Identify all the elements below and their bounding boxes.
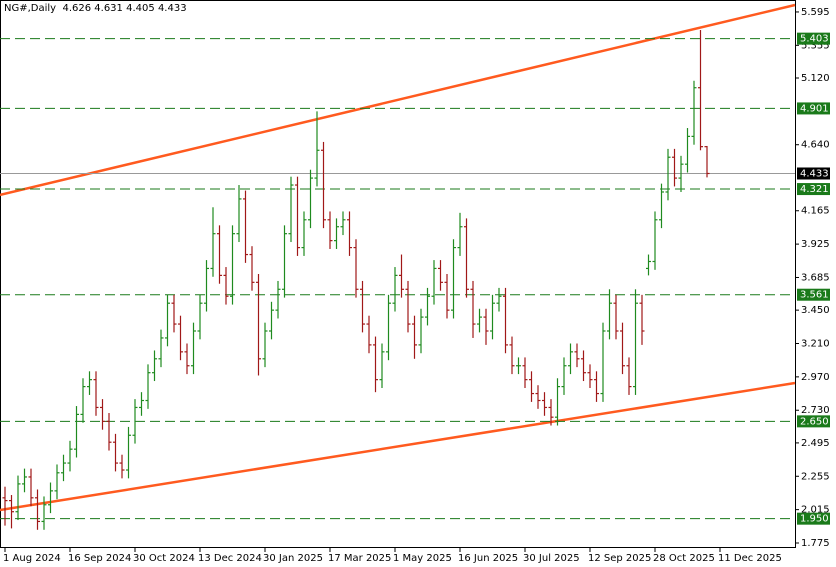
level-label-box: [797, 288, 830, 301]
level-label: 2.650: [800, 416, 829, 427]
level-label: 4.901: [800, 103, 829, 114]
x-tick-label: 30 Oct 2024: [133, 553, 195, 564]
y-tick-label: 2.255: [801, 471, 830, 482]
y-tick-label: 5.355: [801, 40, 830, 51]
level-label-box: [797, 102, 830, 115]
x-tick-label: 11 Dec 2025: [718, 553, 782, 564]
y-tick-label: 3.450: [801, 305, 830, 316]
x-tick-label: 16 Sep 2024: [68, 553, 131, 564]
y-tick-label: 2.015: [801, 505, 830, 516]
last-price-label: 4.433: [800, 168, 829, 179]
y-tick-label: 5.595: [801, 7, 830, 18]
trend-line: [0, 3, 796, 197]
level-label: 4.321: [800, 184, 829, 195]
y-tick-label: 3.925: [801, 239, 830, 250]
level-label-box: [797, 415, 830, 428]
symbol: NG#,Daily: [4, 3, 57, 14]
y-tick-label: 4.165: [801, 206, 830, 217]
level-label: 1.950: [800, 514, 829, 525]
level-label-box: [797, 512, 830, 525]
open-value: 4.626: [62, 3, 92, 14]
y-tick-label: 1.775: [801, 538, 830, 549]
close-value: 4.433: [157, 3, 187, 14]
x-tick-label: 16 Jun 2025: [458, 553, 518, 564]
level-label: 3.561: [800, 290, 829, 301]
y-tick-label: 2.495: [801, 438, 830, 449]
x-tick-label: 17 Mar 2025: [328, 553, 391, 564]
trend-line: [0, 381, 796, 512]
header: NG#,Daily 4.626 4.631 4.405 4.433: [4, 3, 187, 14]
last-price-box: [797, 167, 830, 180]
level-label-box: [797, 32, 830, 45]
level-label: 5.403: [800, 34, 829, 45]
x-tick-label: 13 Dec 2024: [198, 553, 262, 564]
plot-frame: [0, 0, 796, 548]
high-value: 4.631: [94, 3, 123, 14]
y-tick-label: 3.210: [801, 339, 830, 350]
x-tick-label: 30 Jul 2025: [523, 553, 580, 564]
x-tick-label: 1 May 2025: [393, 553, 452, 564]
level-label-box: [797, 183, 830, 196]
y-tick-label: 3.685: [801, 272, 830, 283]
x-tick-label: 28 Oct 2025: [653, 553, 715, 564]
x-tick-label: 1 Aug 2024: [3, 553, 61, 564]
y-tick-label: 2.970: [801, 372, 830, 383]
y-tick-label: 2.730: [801, 405, 830, 416]
low-value: 4.405: [126, 3, 155, 14]
x-tick-label: 30 Jan 2025: [263, 553, 323, 564]
y-tick-label: 4.640: [801, 140, 830, 151]
x-tick-label: 12 Sep 2025: [588, 553, 651, 564]
y-tick-label: 5.120: [801, 73, 830, 84]
